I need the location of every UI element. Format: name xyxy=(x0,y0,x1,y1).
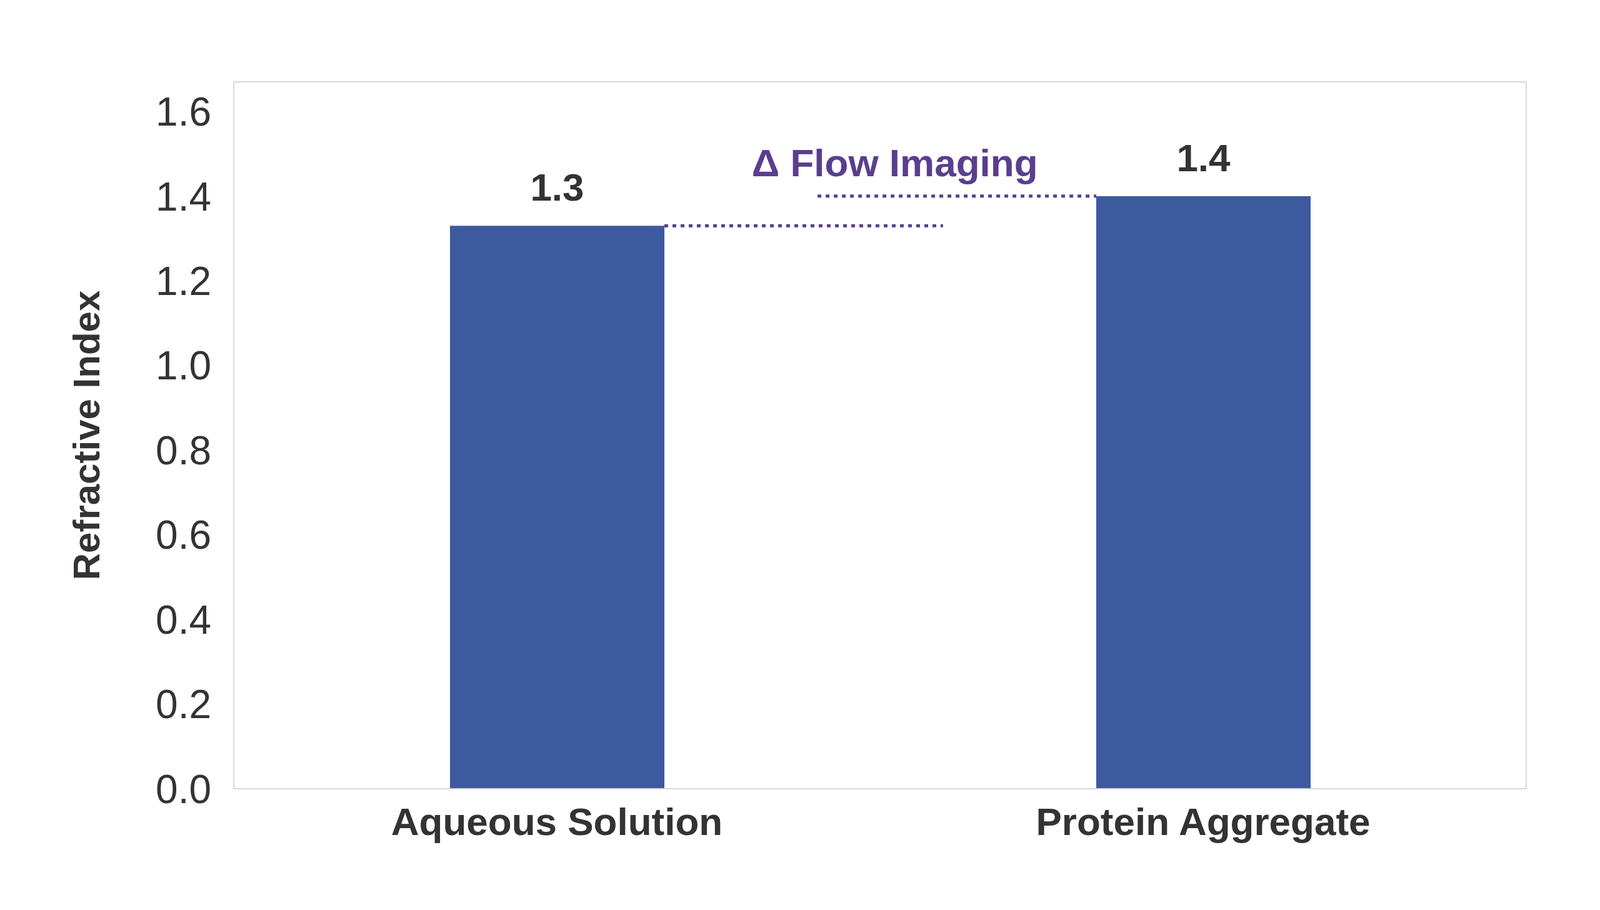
svg-text:0.6: 0.6 xyxy=(155,512,212,558)
svg-text:Refractive Index: Refractive Index xyxy=(65,290,108,581)
svg-text:1.0: 1.0 xyxy=(155,343,212,389)
svg-text:Δ Flow Imaging: Δ Flow Imaging xyxy=(751,141,1039,185)
svg-text:0.2: 0.2 xyxy=(155,681,212,727)
svg-text:1.4: 1.4 xyxy=(1176,136,1231,180)
svg-text:1.4: 1.4 xyxy=(155,174,212,220)
svg-text:1.2: 1.2 xyxy=(155,258,212,304)
svg-text:0.0: 0.0 xyxy=(155,766,212,812)
svg-text:1.3: 1.3 xyxy=(530,165,584,209)
svg-text:Protein Aggregate: Protein Aggregate xyxy=(1035,800,1370,844)
svg-text:0.8: 0.8 xyxy=(155,428,212,474)
svg-text:0.4: 0.4 xyxy=(155,597,212,643)
svg-text:1.6: 1.6 xyxy=(155,89,212,135)
svg-text:Aqueous Solution: Aqueous Solution xyxy=(391,800,723,844)
